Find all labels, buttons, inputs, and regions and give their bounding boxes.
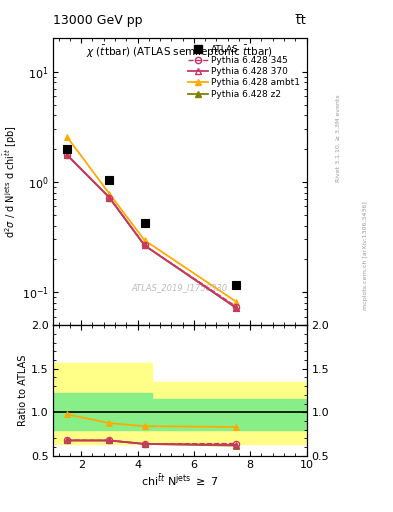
- Text: mcplots.cern.ch [arXiv:1306.3436]: mcplots.cern.ch [arXiv:1306.3436]: [363, 202, 368, 310]
- Y-axis label: Ratio to ATLAS: Ratio to ATLAS: [18, 355, 28, 426]
- Text: Rivet 3.1.10, ≥ 3.3M events: Rivet 3.1.10, ≥ 3.3M events: [336, 94, 340, 182]
- Text: t̅t: t̅t: [297, 14, 307, 27]
- X-axis label: chi$^{\bar{t}t}$ N$^{\rm jets}$ $\geq$ 7: chi$^{\bar{t}t}$ N$^{\rm jets}$ $\geq$ 7: [141, 473, 219, 488]
- Y-axis label: d$^2\sigma$ / d N$^{\rm jets}$ d chi$^{\bar{t}t}$ [pb]: d$^2\sigma$ / d N$^{\rm jets}$ d chi$^{\…: [2, 125, 19, 238]
- Text: 13000 GeV pp: 13000 GeV pp: [53, 14, 143, 27]
- Text: ATLAS_2019_I1750330: ATLAS_2019_I1750330: [132, 284, 228, 292]
- Text: $\chi$ ($\bar{t}$tbar) (ATLAS semileptonic $\bar{t}$tbar): $\chi$ ($\bar{t}$tbar) (ATLAS semilepton…: [86, 44, 273, 60]
- Legend: ATLAS, Pythia 6.428 345, Pythia 6.428 370, Pythia 6.428 ambt1, Pythia 6.428 z2: ATLAS, Pythia 6.428 345, Pythia 6.428 37…: [186, 43, 302, 100]
